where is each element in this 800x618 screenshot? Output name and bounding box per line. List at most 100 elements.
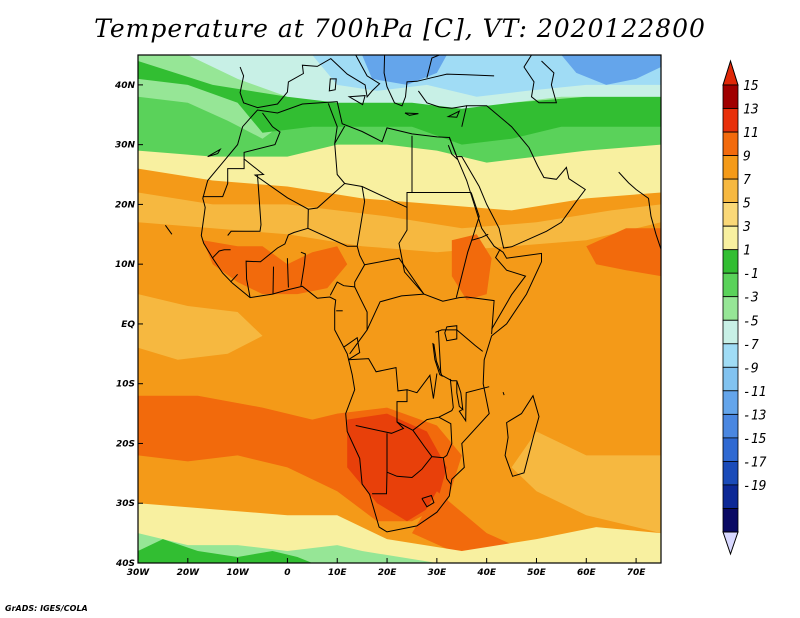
coast-sicily [347,95,366,106]
lat-tick-label: 40N [114,81,136,91]
lat-tick-label: 40S [115,559,135,569]
colorbar-label: -7 [743,338,759,353]
colorbar-segment [722,84,739,109]
border-18 [329,281,355,296]
lake-tanganyika [432,342,443,378]
colorbar-label: -1 [743,267,759,282]
islands-capeverde [164,225,173,235]
credit-label: GrADS: IGES/COLA [5,604,88,613]
lat-tick-label: 30S [116,499,135,509]
border-26 [406,373,438,399]
colorbar-segment [722,390,739,415]
colorbar-label: 15 [743,79,759,94]
colorbar-label: -5 [743,314,759,329]
colorbar-label: -15 [743,432,767,447]
colorbar-segment [722,319,739,345]
border-29 [412,430,444,459]
zone-warm-ethiopia [451,234,492,300]
coast-turkey-s [417,90,467,109]
border-25 [348,358,408,434]
colorbar-overflow-high [722,59,739,86]
colorbar-segment [722,178,739,204]
lat-tick-label: 10S [116,380,135,390]
colorbar-overflow-low [722,531,739,556]
coast-redsea-gulf [447,145,459,160]
colorbar-legend: 15 13 11 9 7 5 3 1 -1 -3 -5 -7 -9 -11 -13 -15 -17 -19 [722,59,767,556]
border-17 [230,273,238,283]
band-blue-north [362,55,447,85]
colorbar-label: 3 [742,220,751,235]
band-blue-ne [561,55,661,85]
band-pale-south [138,503,661,563]
lon-tick-label: 20E [378,568,398,578]
map-frame [137,54,662,564]
colorbar-label: 1 [743,244,751,259]
lon-tick-label: 30E [428,568,448,578]
zone-lightwarm-indian [511,431,661,534]
border-15 [272,266,274,295]
latitude-axis: 40N 30N 20N 10N EQ 10S 20S 30S 40S [114,81,143,569]
coastlines [164,55,661,533]
colorbar-label: -11 [743,385,766,400]
lon-tick-label: 50E [527,568,547,578]
zone-warm-westafrica [202,240,348,295]
colorbar-segment [722,131,739,157]
islands-comoros [502,391,505,396]
coast-africa [200,101,542,533]
colorbar-segment [722,484,739,509]
colorbar-label: -17 [743,455,767,470]
coast-cyprus [446,110,461,118]
lon-tick-label: 70E [627,568,647,578]
lon-tick-label: 10E [328,568,348,578]
border-9 [491,248,527,330]
coast-crete [404,112,419,116]
border-22 [366,293,424,331]
lake-malawi [456,380,464,411]
colorbar-segment [722,460,739,486]
colorbar-segment [722,343,739,368]
colorbar-segment [722,155,739,180]
coast-madagascar [504,394,540,477]
border-6 [398,207,495,335]
lon-tick-label: 40E [476,568,497,578]
lat-tick-label: EQ [121,320,135,330]
colorbar-label: 13 [743,103,759,118]
colorbar-label: -19 [743,479,766,494]
colorbar-segment [722,108,739,133]
coast-balkans [383,55,495,107]
colorbar-segment [722,366,739,392]
border-0 [202,159,245,198]
colorbar-label: 9 [743,150,751,165]
border-12 [307,227,358,247]
border-19 [364,257,425,295]
border-16 [211,249,231,259]
coast-blacksea [426,55,440,78]
border-3 [334,125,346,144]
border-23 [435,329,484,352]
coast-arabia [448,105,587,249]
colorbar-segment [722,508,739,533]
colorbar-segment [722,272,739,298]
lon-tick-label: 0 [284,568,290,578]
chart-title: Temperature at 700hPa [C], VT: 202012280… [94,14,706,43]
zone-lightwarm-sahara [138,192,661,253]
coast-europe [239,55,381,109]
lat-tick-label: 20N [115,200,136,210]
colorbar-label: 5 [743,197,751,212]
border-31 [438,416,453,486]
border-4 [344,135,413,209]
border-10 [349,186,368,355]
border-2 [227,175,262,236]
border-21 [343,336,361,361]
zone-veryhot-southafrica [347,413,447,522]
border-24 [437,330,457,382]
border-30 [386,456,433,479]
lake-victoria [444,325,458,342]
lon-tick-label: 30W [127,568,151,578]
border-33 [421,494,435,508]
colorbar-segment [722,225,739,251]
colorbar-segment [722,249,739,274]
border-8 [470,192,480,241]
colorbar-segment [722,413,739,439]
zone-warm-se [412,491,527,563]
